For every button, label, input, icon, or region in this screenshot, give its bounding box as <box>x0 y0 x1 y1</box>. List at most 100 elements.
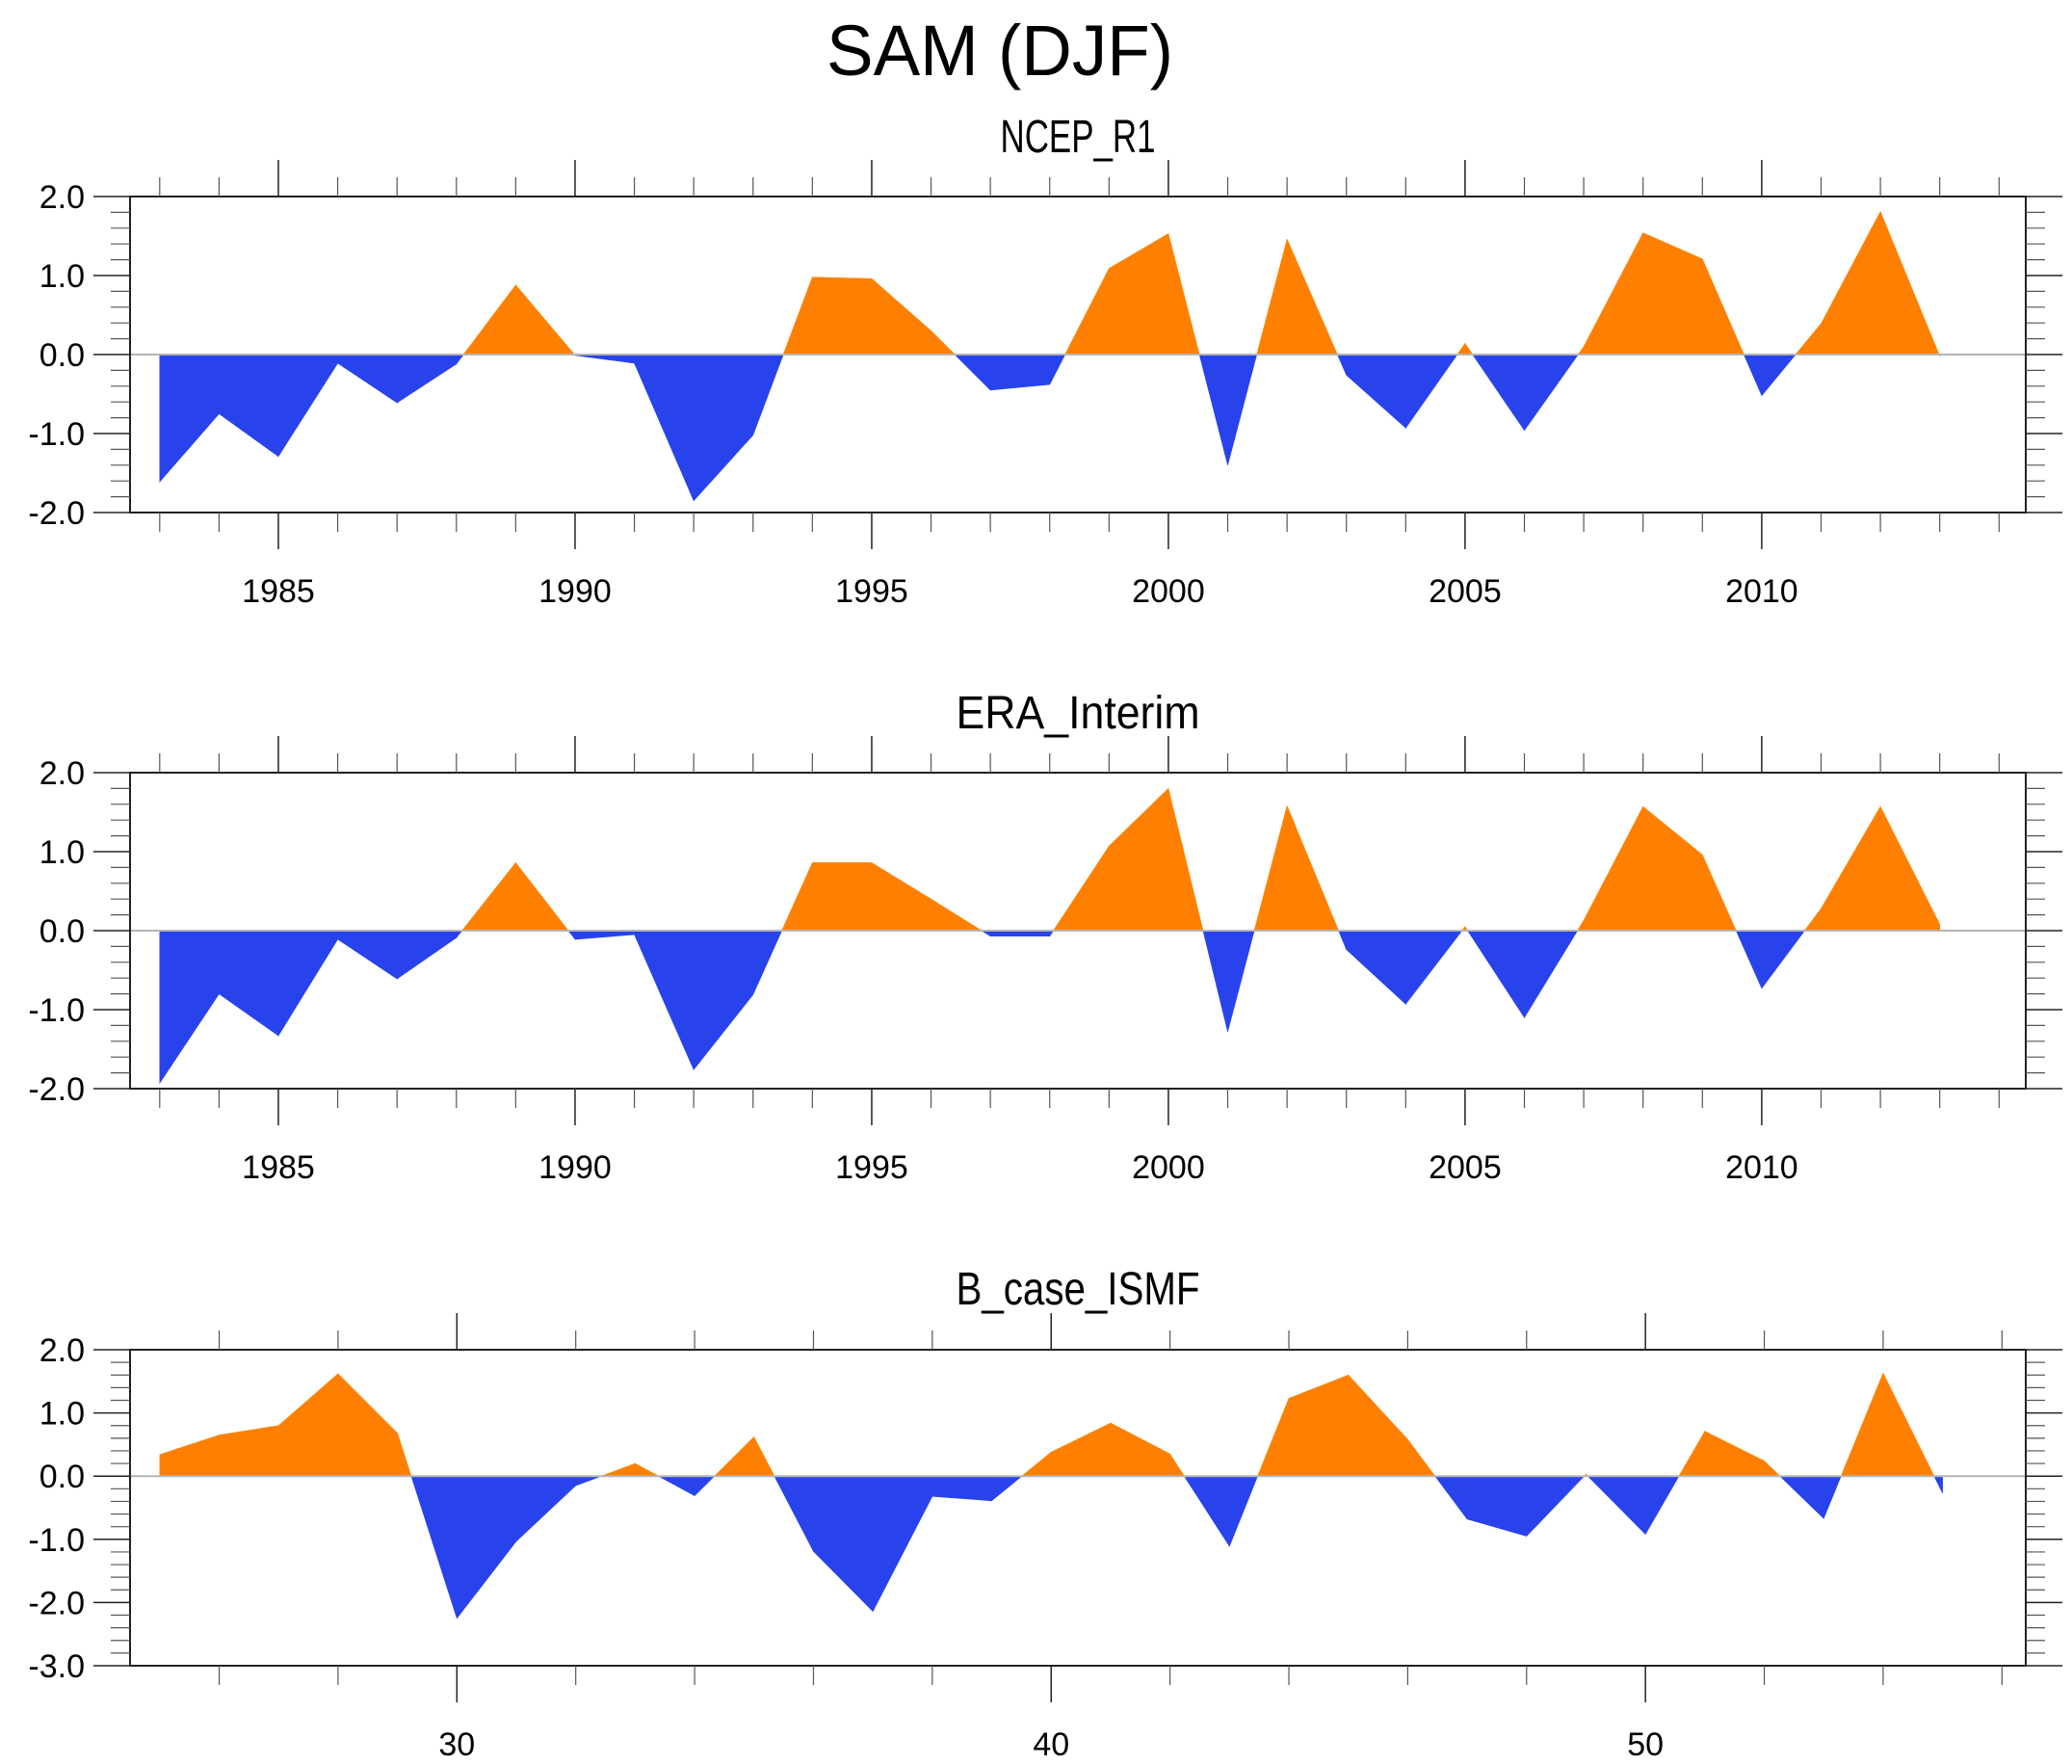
negative-area-segment <box>1338 930 1348 950</box>
negative-area-segment <box>954 354 991 391</box>
y-tick-label: 1.0 <box>39 834 85 871</box>
negative-area-segment <box>1524 930 1579 1019</box>
x-tick-label: 2005 <box>1429 573 1502 610</box>
positive-area-segment <box>1169 1453 1185 1477</box>
x-tick-label: 1985 <box>242 1149 315 1186</box>
panel-title: ERA_Interim <box>957 688 1200 739</box>
y-tick-label: 1.0 <box>39 258 85 295</box>
positive-area-segment <box>1678 1430 1706 1477</box>
positive-area-segment <box>1879 211 1940 355</box>
y-tick-label: -2.0 <box>28 1071 85 1108</box>
negative-area-segment <box>575 1475 602 1487</box>
negative-area-segment <box>1202 930 1228 1033</box>
x-tick-label: 1985 <box>242 573 315 610</box>
positive-area-segment <box>1764 1460 1781 1477</box>
positive-area-segment <box>1642 805 1703 932</box>
positive-area-segment <box>1167 233 1200 355</box>
negative-area-segment <box>931 1475 992 1502</box>
positive-area-segment <box>1110 1422 1170 1477</box>
negative-area-segment <box>1346 930 1406 1005</box>
positive-area-segment <box>1882 1373 1935 1477</box>
negative-area-segment <box>1434 1475 1468 1520</box>
negative-area-segment <box>694 1475 716 1497</box>
negative-area-segment <box>1405 354 1458 430</box>
negative-area-segment <box>219 930 279 1037</box>
negative-area-segment <box>410 1475 458 1619</box>
negative-area-segment <box>337 354 398 404</box>
positive-area-segment <box>931 898 984 932</box>
y-tick-label: 0.0 <box>39 1459 85 1495</box>
x-tick-label: 30 <box>438 1726 475 1763</box>
negative-area-segment <box>457 1475 517 1619</box>
y-tick-label: 2.0 <box>39 179 85 216</box>
positive-area-segment <box>1286 805 1340 932</box>
negative-area-segment <box>277 354 338 458</box>
positive-area-segment <box>812 276 873 355</box>
x-tick-label: 40 <box>1033 1726 1069 1763</box>
positive-area-segment <box>713 1435 755 1477</box>
positive-area-segment <box>397 1433 412 1477</box>
positive-area-segment <box>1253 805 1288 932</box>
negative-area-segment <box>1405 930 1463 1006</box>
positive-area-segment <box>1167 788 1204 932</box>
figure-title: SAM (DJF) <box>826 11 1173 91</box>
negative-area-segment <box>159 930 220 1085</box>
panel-title: NCEP_R1 <box>1001 112 1156 163</box>
negative-area-segment <box>396 354 458 404</box>
positive-area-segment <box>871 861 931 932</box>
y-tick-label: 1.0 <box>39 1396 85 1433</box>
positive-area-segment <box>1795 323 1822 355</box>
positive-area-segment <box>277 1373 339 1477</box>
negative-area-segment <box>1472 354 1525 432</box>
x-tick-label: 2000 <box>1132 1149 1205 1186</box>
positive-area-segment <box>812 862 873 932</box>
y-tick-label: 0.0 <box>39 337 85 374</box>
panel-b-case-ismf: B_case_ISMF 30 40 50 -3.0 -2.0 -1.0 0.0 1.0 2.0 <box>28 1264 2062 1763</box>
positive-area-segment <box>462 283 516 355</box>
positive-area-segment <box>1583 806 1644 932</box>
positive-area-segment <box>931 329 956 355</box>
positive-area-segment <box>515 284 575 355</box>
negative-area-segment <box>1346 354 1406 429</box>
x-tick-label: 1995 <box>835 573 908 610</box>
positive-area-segment <box>1879 806 1940 932</box>
x-tick-label: 50 <box>1627 1726 1664 1763</box>
positive-area-segment <box>871 277 931 355</box>
x-tick-label: 1990 <box>538 573 612 610</box>
negative-area-segment <box>693 354 754 502</box>
positive-area-segment <box>1840 1373 1884 1477</box>
positive-area-segment <box>1407 1438 1436 1477</box>
positive-area-segment <box>159 1435 220 1477</box>
negative-area-segment <box>989 354 1051 391</box>
y-tick-label: -1.0 <box>28 992 85 1029</box>
x-tick-label: 1990 <box>538 1149 612 1186</box>
positive-area-segment <box>1020 1451 1052 1477</box>
negative-area-segment <box>1735 930 1763 988</box>
negative-area-segment <box>1823 1475 1842 1519</box>
positive-area-segment <box>1257 1398 1290 1477</box>
panel-era-interim: ERA_Interim 1985 1990 1995 2000 2005 2010 -2.0 -… <box>28 688 2062 1186</box>
negative-area-segment <box>1049 354 1066 385</box>
negative-area-segment <box>1467 930 1525 1019</box>
x-tick-label: 2010 <box>1725 1149 1798 1186</box>
negative-area-segment <box>396 930 458 980</box>
panel-title: B_case_ISMF <box>957 1264 1200 1315</box>
negative-area-segment <box>574 930 635 940</box>
negative-area-segment <box>277 930 338 1038</box>
negative-area-segment <box>456 930 463 939</box>
negative-area-segment <box>752 930 783 995</box>
positive-area-segment <box>1064 268 1110 355</box>
negative-area-segment <box>634 354 695 501</box>
positive-area-segment <box>1803 908 1822 932</box>
y-tick-label: 2.0 <box>39 755 85 792</box>
negative-area-segment <box>1526 1475 1586 1538</box>
negative-area-segment <box>567 930 576 940</box>
positive-area-segment <box>1456 342 1466 355</box>
positive-area-segment <box>1052 845 1110 932</box>
panel-ncep-r1: NCEP_R1 1985 1990 1995 2000 2005 2010 -2.0 -1.0 0… <box>28 112 2062 610</box>
negative-area-segment <box>1524 354 1579 432</box>
positive-area-segment <box>1050 1422 1112 1477</box>
negative-area-segment <box>1761 354 1797 397</box>
positive-area-segment <box>1583 232 1644 355</box>
negative-area-segment <box>693 930 754 1071</box>
